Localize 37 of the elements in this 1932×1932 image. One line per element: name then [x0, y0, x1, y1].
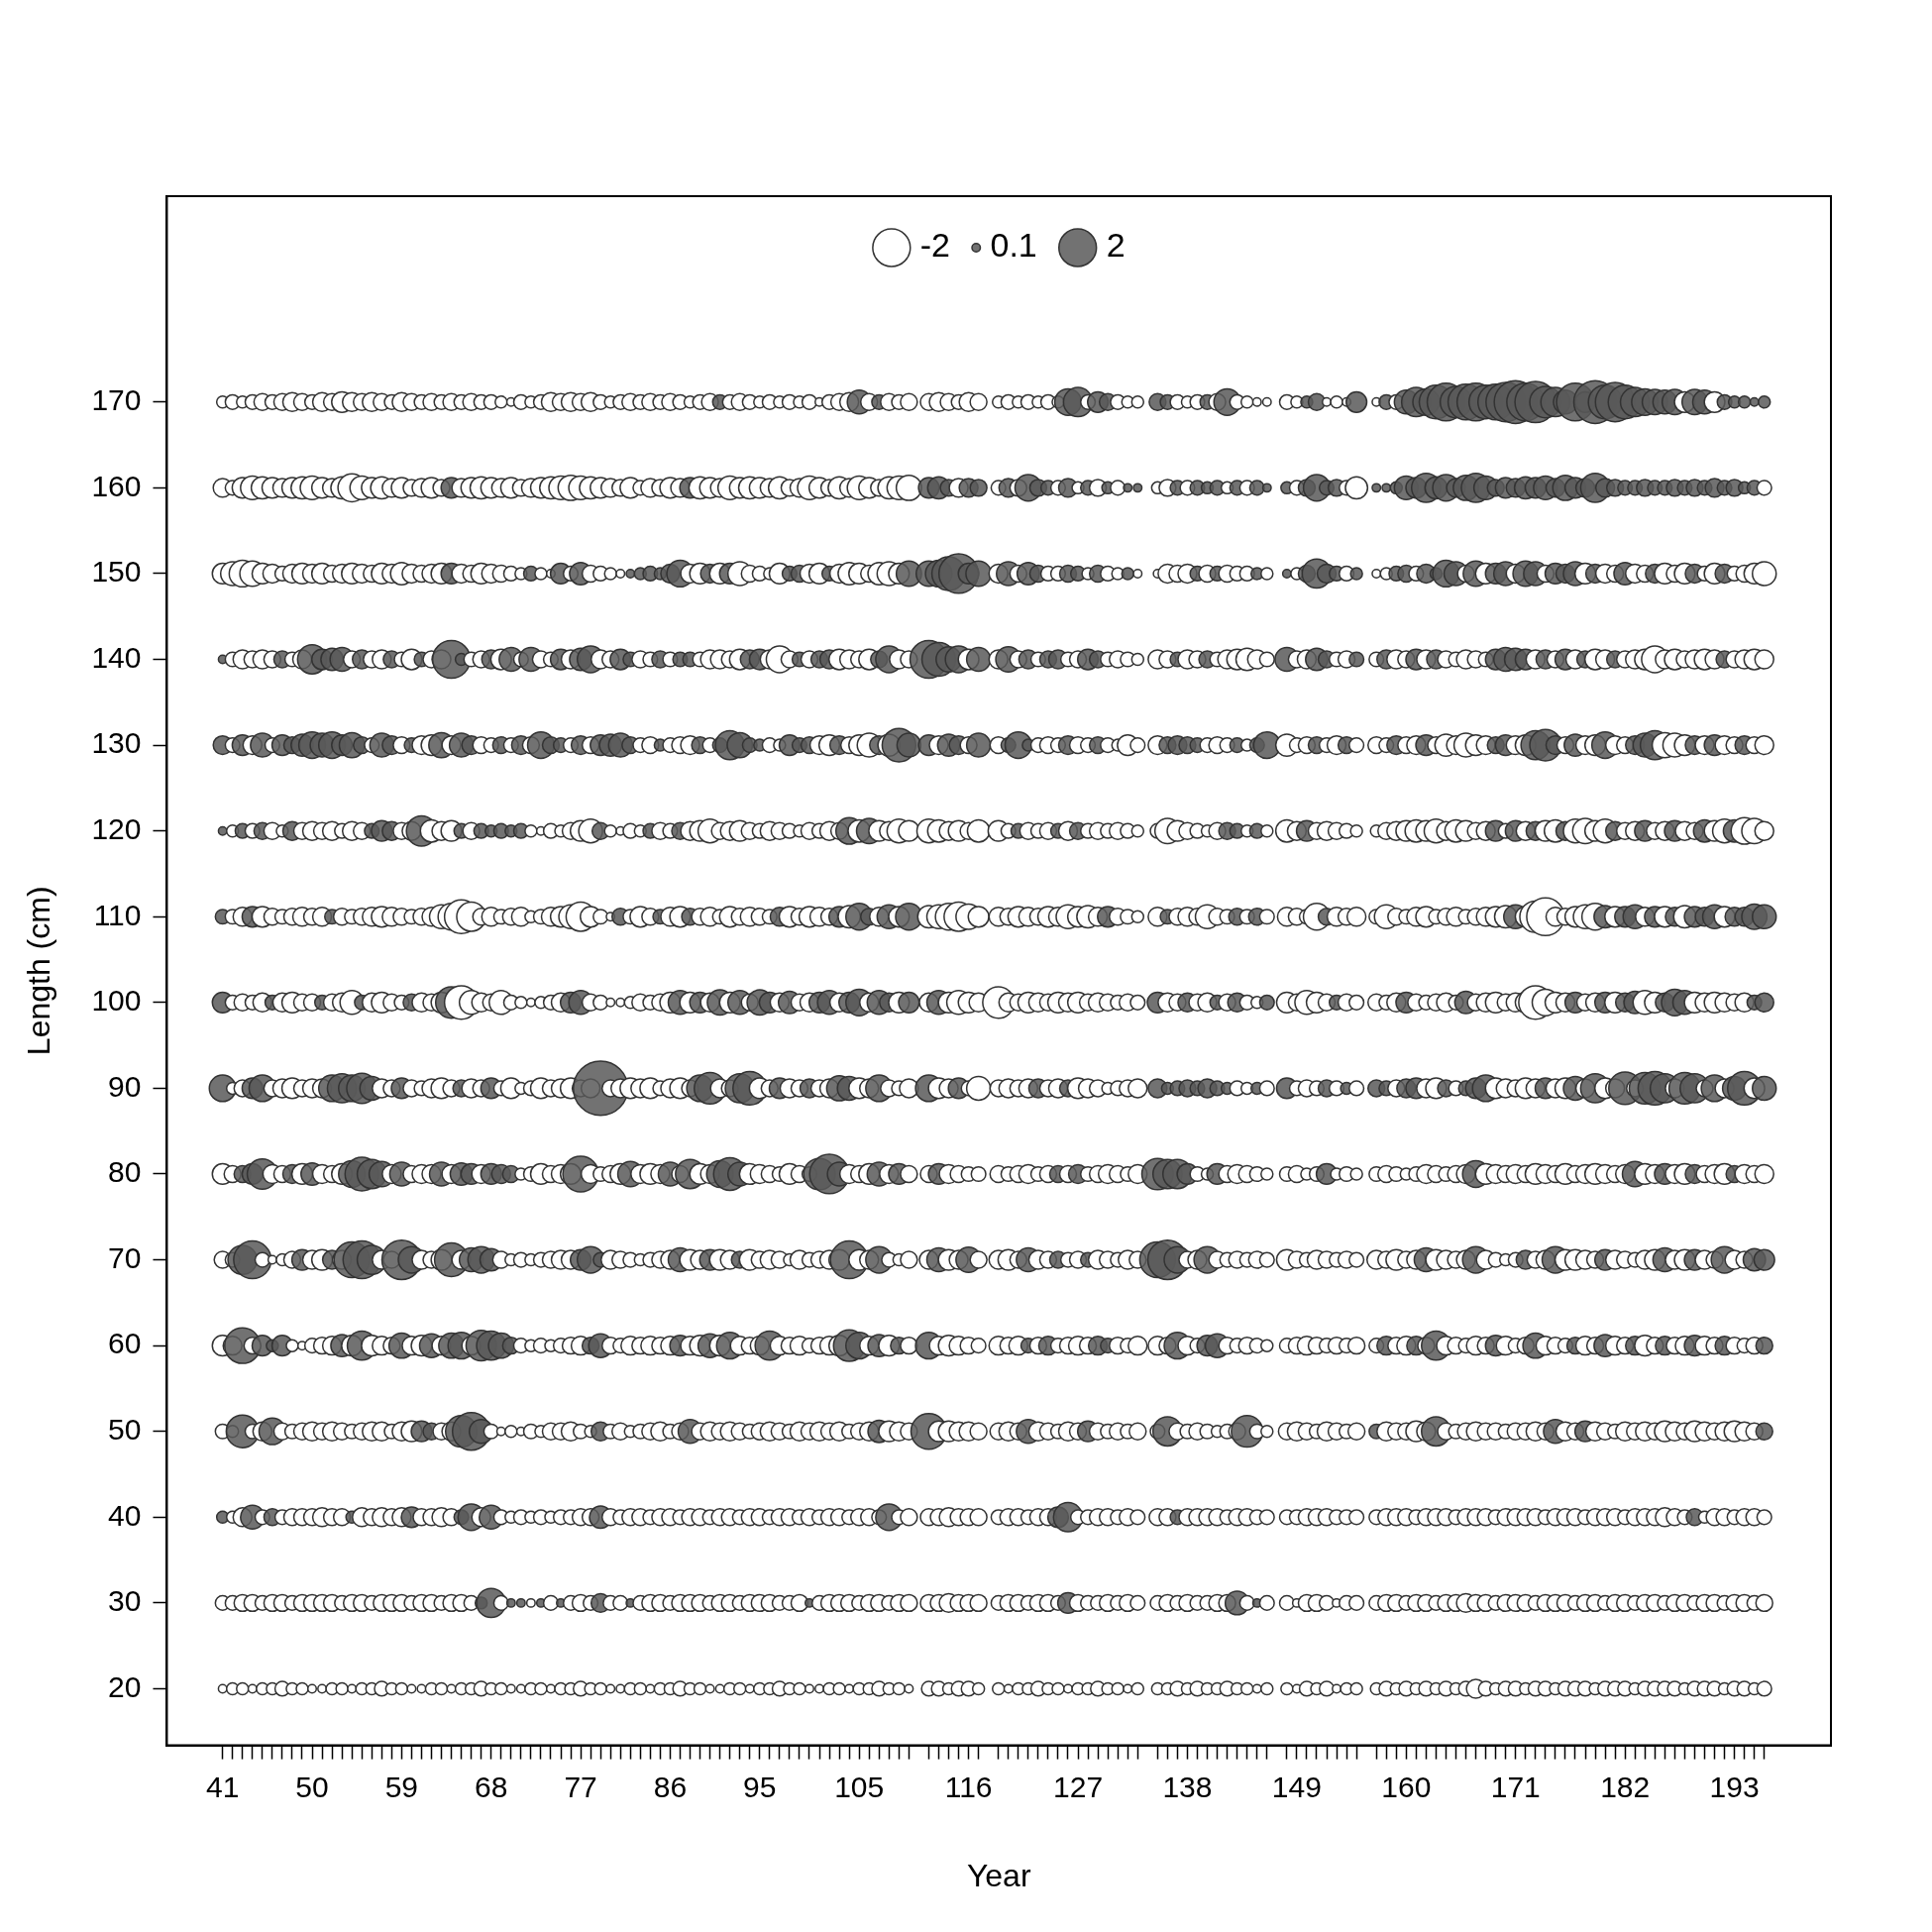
y-tick-label: 120 [91, 811, 142, 845]
x-axis-title: Year [966, 1857, 1031, 1893]
x-tick-label: 77 [564, 1770, 597, 1803]
y-tick-label: 30 [108, 1584, 142, 1618]
y-tick-label: 110 [93, 898, 142, 931]
x-tick-label: 127 [1053, 1770, 1104, 1803]
x-tick-label: 86 [653, 1770, 688, 1803]
x-tick-label: 59 [384, 1770, 419, 1803]
y-tick-label: 80 [108, 1155, 142, 1189]
y-tick-label: 70 [108, 1240, 142, 1274]
x-tick-label: 171 [1490, 1770, 1541, 1803]
x-tick-label: 149 [1271, 1770, 1322, 1803]
y-tick-label: 150 [91, 555, 142, 589]
x-tick-label: 193 [1709, 1770, 1760, 1803]
legend-label: 0.1 [990, 226, 1037, 265]
y-tick-label: 20 [108, 1669, 142, 1703]
x-tick-label: 68 [475, 1770, 508, 1803]
y-tick-label: 140 [91, 640, 142, 674]
x-tick-label: 182 [1600, 1770, 1651, 1803]
y-tick-label: 60 [108, 1327, 142, 1360]
x-tick-label: 116 [944, 1770, 993, 1803]
y-axis-title: Length (cm) [21, 886, 57, 1056]
x-tick-label: 160 [1381, 1770, 1432, 1803]
y-tick-label: 40 [108, 1498, 142, 1532]
y-tick-label: 170 [91, 383, 142, 417]
x-tick-label: 105 [834, 1770, 885, 1803]
x-tick-label: 95 [743, 1770, 777, 1803]
x-tick-label: 138 [1162, 1770, 1213, 1803]
legend-label: 2 [1106, 226, 1126, 265]
y-tick-label: 90 [108, 1069, 142, 1103]
legend-label: -2 [919, 226, 951, 265]
y-tick-label: 160 [91, 469, 142, 502]
x-tick-label: 41 [205, 1770, 240, 1803]
y-tick-label: 50 [108, 1412, 142, 1446]
y-tick-label: 130 [91, 726, 142, 760]
x-tick-label: 50 [295, 1770, 329, 1803]
y-tick-label: 100 [91, 984, 142, 1018]
